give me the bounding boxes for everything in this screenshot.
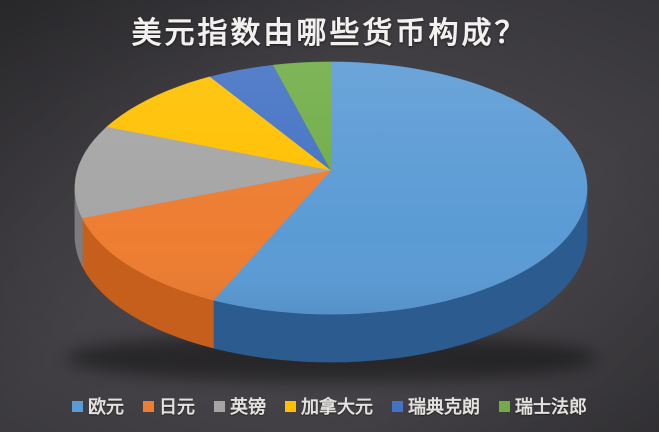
legend-item-euro: 欧元 [72, 393, 124, 419]
legend-swatch-swiss-franc [499, 400, 510, 412]
pie-top-sheen [75, 62, 587, 314]
legend-item-swiss-franc: 瑞士法郎 [499, 393, 587, 419]
legend-label-british-pound: 英镑 [230, 397, 266, 418]
legend-label-swiss-franc: 瑞士法郎 [515, 397, 587, 418]
legend-label-euro: 欧元 [88, 397, 124, 418]
legend-swatch-swedish-krona [392, 400, 403, 412]
legend-swatch-euro [72, 400, 83, 412]
legend-item-british-pound: 英镑 [214, 393, 266, 419]
legend-swatch-british-pound [214, 400, 225, 412]
legend-label-swedish-krona: 瑞典克朗 [408, 397, 480, 418]
legend-item-japanese-yen: 日元 [143, 393, 195, 419]
legend-label-japanese-yen: 日元 [159, 397, 195, 418]
chart-title: 美元指数由哪些货币构成？ [131, 16, 528, 51]
legend-label-canadian-dollar: 加拿大元 [301, 397, 373, 418]
chart-legend: 欧元 日元 英镑 加拿大元 瑞典克朗 瑞士法郎 [0, 393, 659, 419]
legend-item-canadian-dollar: 加拿大元 [285, 393, 373, 419]
legend-swatch-canadian-dollar [285, 400, 296, 412]
legend-swatch-japanese-yen [143, 400, 154, 412]
legend-item-swedish-krona: 瑞典克朗 [392, 393, 480, 419]
